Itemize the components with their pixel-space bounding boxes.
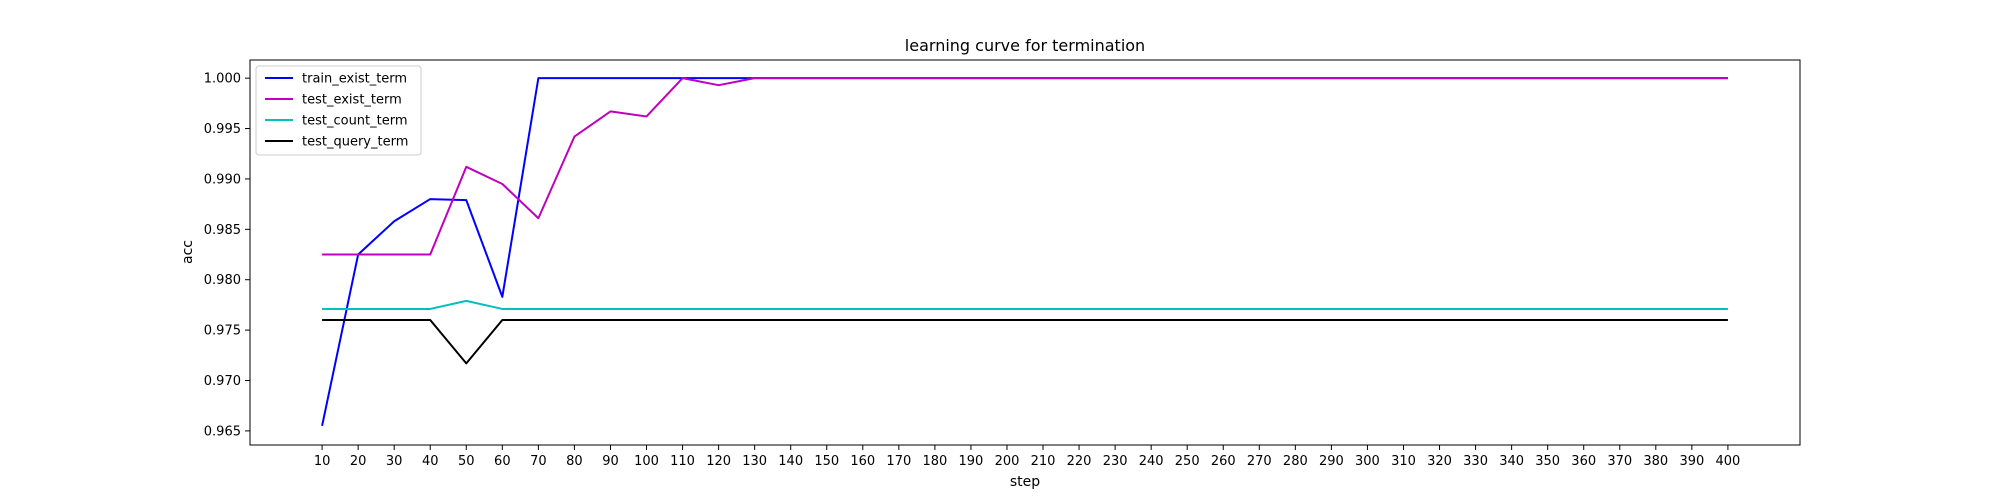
legend-label: test_exist_term (302, 93, 402, 108)
x-axis-label: step (1010, 474, 1040, 490)
x-tick-label: 90 (602, 454, 619, 469)
x-tick-label: 290 (1319, 454, 1344, 469)
x-tick-label: 230 (1103, 454, 1128, 469)
x-tick-label: 80 (566, 454, 583, 469)
x-tick-label: 370 (1607, 454, 1632, 469)
x-tick-label: 40 (422, 454, 439, 469)
x-tick-label: 250 (1175, 454, 1200, 469)
x-tick-label: 100 (634, 454, 659, 469)
y-tick-label: 0.980 (204, 273, 241, 288)
x-tick-label: 330 (1463, 454, 1488, 469)
x-tick-label: 110 (670, 454, 695, 469)
x-tick-label: 260 (1211, 454, 1236, 469)
legend-label: train_exist_term (302, 72, 407, 87)
x-tick-label: 150 (814, 454, 839, 469)
x-tick-label: 180 (922, 454, 947, 469)
x-tick-label: 240 (1139, 454, 1164, 469)
y-tick-label: 0.965 (204, 424, 241, 439)
x-tick-label: 300 (1355, 454, 1380, 469)
series-line-test-count-term (322, 299, 1728, 310)
x-tick-label: 10 (314, 454, 331, 469)
x-axis: 10 20 30 40 50 60 70 80 90 100 110 120 130 140 150 160 1… (314, 445, 1740, 469)
legend: train_exist_term test_exist_term test_coun… (255, 65, 422, 156)
y-tick-label: 1.000 (204, 72, 241, 87)
plot-frame (249, 59, 1801, 446)
x-tick-label: 360 (1571, 454, 1596, 469)
x-tick-label: 50 (458, 454, 475, 469)
y-axis-label: acc (180, 240, 196, 264)
x-tick-label: 350 (1535, 454, 1560, 469)
x-tick-label: 320 (1427, 454, 1452, 469)
legend-box (255, 65, 422, 156)
x-tick-label: 30 (386, 454, 403, 469)
x-tick-label: 140 (778, 454, 803, 469)
x-tick-label: 120 (706, 454, 731, 469)
y-axis: 0.965 0.970 0.975 0.980 0.985 0.990 0.995 1.000 (204, 72, 250, 439)
x-tick-label: 70 (530, 454, 547, 469)
x-tick-label: 160 (850, 454, 875, 469)
chart-title: learning curve for termination (905, 36, 1145, 55)
x-tick-label: 380 (1643, 454, 1668, 469)
x-tick-label: 220 (1067, 454, 1092, 469)
x-tick-label: 130 (742, 454, 767, 469)
y-tick-label: 0.990 (204, 172, 241, 187)
y-tick-label: 0.985 (204, 223, 241, 238)
x-tick-label: 340 (1499, 454, 1524, 469)
series-line-train-exist-term (321, 77, 1728, 427)
x-tick-label: 400 (1715, 454, 1740, 469)
series-line-test-query-term (322, 319, 1728, 365)
legend-label: test_count_term (302, 114, 408, 129)
x-tick-label: 390 (1679, 454, 1704, 469)
series-line-test-exist-term (322, 77, 1728, 256)
x-tick-label: 60 (494, 454, 511, 469)
y-tick-label: 0.970 (204, 374, 241, 389)
y-tick-label: 0.975 (204, 324, 241, 339)
x-tick-label: 210 (1031, 454, 1056, 469)
legend-label: test_query_term (302, 135, 408, 150)
y-tick-label: 0.995 (204, 122, 241, 137)
plot-content (321, 77, 1728, 427)
x-tick-label: 270 (1247, 454, 1272, 469)
x-tick-label: 20 (350, 454, 367, 469)
x-tick-label: 280 (1283, 454, 1308, 469)
x-tick-label: 190 (959, 454, 984, 469)
x-tick-label: 200 (995, 454, 1020, 469)
x-tick-label: 170 (886, 454, 911, 469)
x-tick-label: 310 (1391, 454, 1416, 469)
